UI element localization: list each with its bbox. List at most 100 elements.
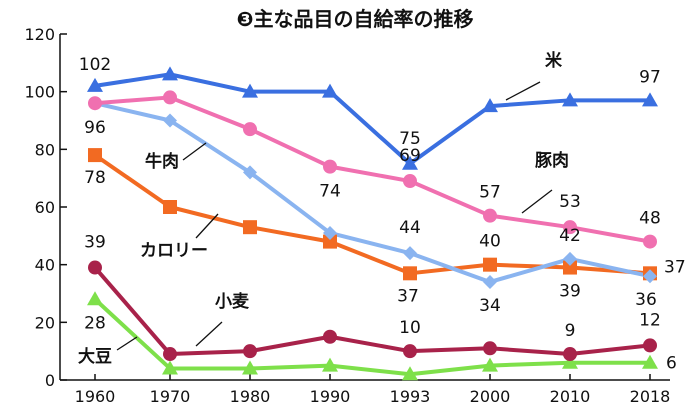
marker-triangle — [162, 360, 178, 375]
data-label: 78 — [84, 168, 106, 188]
data-label: 37 — [664, 257, 686, 277]
marker-diamond — [323, 225, 337, 240]
series-line-1 — [94, 95, 651, 244]
marker-circle — [483, 208, 497, 223]
x-tick-label: 1990 — [310, 387, 351, 406]
leader-line — [195, 321, 223, 347]
marker-triangle — [562, 92, 578, 107]
leader-line — [116, 336, 138, 351]
leader-line — [505, 81, 541, 101]
data-label: 96 — [84, 118, 106, 138]
marker-circle — [243, 344, 257, 359]
data-label: 37 — [397, 286, 419, 306]
marker-triangle — [402, 155, 418, 170]
leader-line — [521, 189, 553, 214]
y-tick-label: 60 — [35, 198, 55, 217]
marker-triangle — [642, 92, 658, 107]
x-tick-label: 1960 — [75, 387, 116, 406]
data-label: 28 — [84, 313, 106, 333]
marker-circle — [163, 90, 177, 105]
marker-square — [403, 266, 417, 281]
marker-triangle — [87, 77, 103, 92]
data-label: 34 — [479, 296, 501, 316]
marker-circle — [643, 234, 657, 249]
y-tick-label: 20 — [35, 313, 55, 332]
marker-square — [243, 220, 257, 235]
data-label: 10 — [399, 318, 421, 338]
marker-triangle — [87, 291, 103, 306]
series-line-0 — [94, 72, 650, 166]
data-label: 75 — [399, 129, 421, 149]
marker-circle — [323, 159, 337, 174]
data-label: 9 — [565, 321, 576, 341]
y-tick-label: 120 — [24, 25, 55, 44]
marker-diamond — [563, 251, 577, 266]
series-name-label: 牛肉 — [145, 151, 179, 172]
leader-line — [195, 213, 219, 239]
marker-circle — [88, 96, 102, 111]
series-name-label: 米 — [545, 50, 563, 71]
marker-diamond — [163, 113, 177, 128]
series-name-label: カロリー — [140, 241, 208, 261]
series-name-label: 小麦 — [215, 291, 250, 312]
marker-circle — [163, 347, 177, 362]
marker-triangle — [642, 354, 658, 369]
chart-title: ❸主な品目の自給率の推移 — [237, 7, 474, 31]
marker-circle — [563, 347, 577, 362]
marker-diamond — [483, 274, 497, 289]
data-label: 42 — [559, 226, 581, 246]
x-tick-label: 1980 — [230, 387, 271, 406]
y-tick-label: 100 — [24, 83, 55, 102]
marker-triangle — [482, 357, 498, 372]
marker-circle — [323, 329, 337, 344]
marker-triangle — [242, 360, 258, 375]
series-line-5 — [93, 297, 650, 377]
data-label: 39 — [84, 233, 106, 253]
y-tick-label: 0 — [45, 371, 55, 390]
marker-diamond — [243, 165, 257, 180]
marker-circle — [483, 341, 497, 356]
series-markers — [87, 66, 658, 381]
data-label: 36 — [635, 290, 657, 310]
data-label: 44 — [399, 218, 421, 238]
marker-triangle — [322, 83, 338, 98]
marker-square — [483, 257, 497, 272]
data-label: 40 — [479, 232, 501, 252]
marker-triangle — [402, 366, 418, 381]
leader-line — [182, 142, 207, 161]
x-tick-label: 2000 — [470, 387, 511, 406]
marker-triangle — [242, 83, 258, 98]
data-label: 57 — [479, 183, 501, 203]
data-label: 102 — [79, 55, 111, 75]
marker-square — [563, 260, 577, 275]
x-tick-label: 1970 — [150, 387, 191, 406]
series-leader-lines — [116, 81, 553, 351]
marker-square — [323, 234, 337, 249]
data-label: 97 — [639, 67, 661, 87]
marker-square — [163, 200, 177, 214]
data-label: 39 — [559, 282, 581, 302]
series-line-4 — [93, 266, 651, 357]
series-lines — [93, 72, 651, 377]
data-label: 53 — [559, 192, 581, 212]
x-tick-label: 2018 — [630, 387, 671, 406]
y-tick-label: 80 — [35, 140, 55, 159]
series-name-label: 大豆 — [78, 346, 112, 367]
y-tick-label: 40 — [35, 256, 55, 275]
marker-diamond — [643, 269, 657, 284]
data-label: 74 — [319, 182, 341, 202]
marker-triangle — [562, 354, 578, 369]
marker-circle — [563, 220, 577, 235]
data-label: 69 — [399, 146, 421, 166]
data-label: 12 — [639, 310, 661, 330]
marker-triangle — [162, 66, 178, 81]
marker-circle — [403, 174, 417, 189]
marker-circle — [88, 260, 102, 275]
x-tick-label: 2010 — [550, 387, 591, 406]
x-tick-label: 1993 — [390, 387, 431, 406]
series-line-3 — [93, 153, 651, 276]
marker-circle — [403, 344, 417, 359]
